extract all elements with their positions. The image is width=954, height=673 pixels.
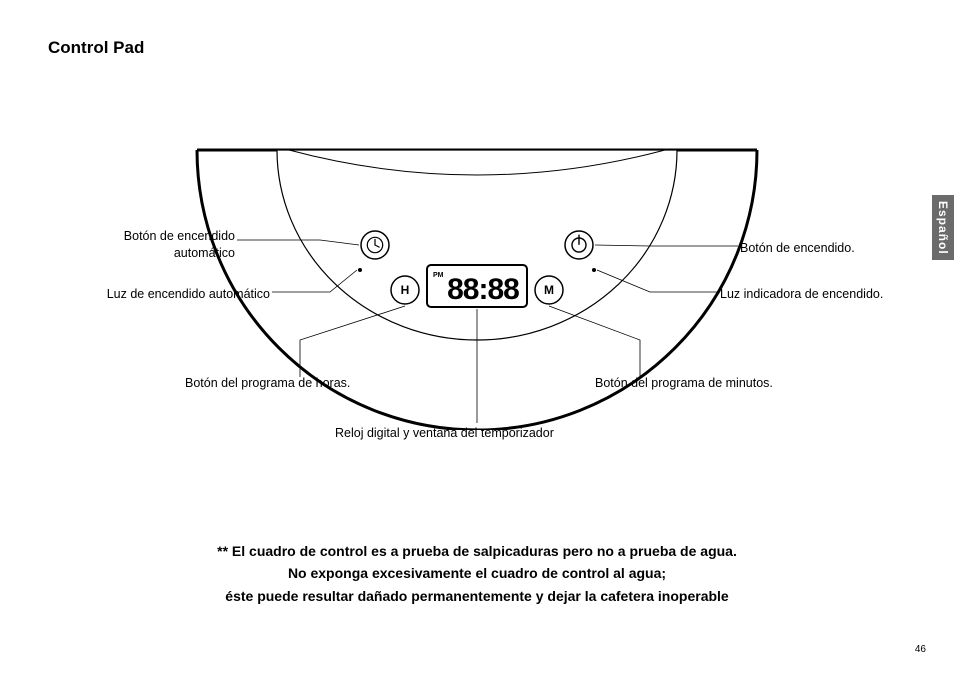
page-title: Control Pad: [48, 38, 144, 58]
svg-text:M: M: [544, 283, 554, 297]
warning-text: ** El cuadro de control es a prueba de s…: [0, 540, 954, 607]
callout-hours-button: Botón del programa de horas.: [185, 375, 350, 392]
callout-auto-on-button: Botón de encendido automático: [80, 228, 235, 262]
auto-on-button: [361, 231, 389, 259]
minutes-button: M: [535, 276, 563, 304]
svg-text:PM: PM: [433, 272, 444, 279]
control-pad-diagram: PM 88:88 H M Botón de enc: [0, 130, 954, 430]
warning-line-1: ** El cuadro de control es a prueba de s…: [0, 540, 954, 562]
page-number: 46: [915, 644, 926, 655]
lcd-window: PM 88:88: [427, 265, 527, 307]
svg-text:H: H: [401, 283, 410, 297]
power-led: [592, 268, 596, 272]
callout-clock-window: Reloj digital y ventana del temporizador: [335, 425, 554, 442]
callout-auto-on-led: Luz de encendido automático: [70, 286, 270, 303]
warning-line-2: No exponga excesivamente el cuadro de co…: [0, 562, 954, 584]
power-button: [565, 231, 593, 259]
callout-power-button: Botón de encendido.: [740, 240, 855, 257]
auto-on-led: [358, 268, 362, 272]
callout-minutes-button: Botón del programa de minutos.: [595, 375, 773, 392]
svg-text:88:88: 88:88: [447, 273, 519, 306]
warning-line-3: éste puede resultar dañado permanentemen…: [0, 585, 954, 607]
callout-power-led: Luz indicadora de encendido.: [720, 286, 883, 303]
hours-button: H: [391, 276, 419, 304]
